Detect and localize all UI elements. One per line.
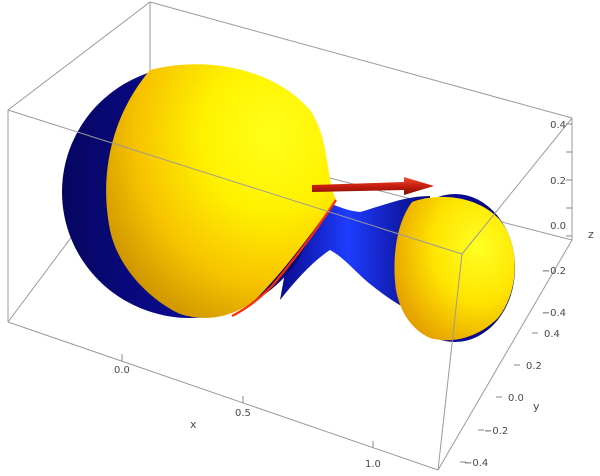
x-tick-label: 0.5 bbox=[235, 408, 251, 419]
z-tick-label: 0.0 bbox=[550, 221, 566, 232]
y-tick-label: −0.2 bbox=[484, 426, 508, 437]
z-tick-label: 0.4 bbox=[550, 120, 566, 131]
bounding-box-front bbox=[7, 109, 573, 471]
y-tick-label: 0.2 bbox=[526, 361, 542, 372]
z-tick-label: −0.4 bbox=[542, 308, 566, 319]
y-tick-label: 0.0 bbox=[508, 393, 524, 404]
big-bulb-outer-surface bbox=[106, 64, 336, 318]
small-bulb-outer-surface bbox=[394, 196, 515, 341]
y-tick-label: 0.4 bbox=[544, 329, 560, 340]
direction-arrow bbox=[312, 177, 434, 195]
z-axis: 0.4 0.2 0.0 −0.2 −0.4 z bbox=[542, 120, 594, 319]
x-axis-label: x bbox=[190, 418, 197, 431]
x-tick-label: 0.0 bbox=[114, 365, 130, 376]
x-tick-label: 1.0 bbox=[365, 459, 381, 470]
z-tick-label: −0.2 bbox=[542, 266, 566, 277]
y-tick-label: −0.4 bbox=[464, 458, 488, 469]
y-axis-label: y bbox=[533, 400, 540, 413]
z-axis-label: z bbox=[588, 228, 594, 241]
y-axis: 0.4 0.2 0.0 −0.2 −0.4 y bbox=[460, 329, 560, 469]
x-axis: 0.0 0.5 1.0 x bbox=[114, 354, 381, 470]
big-bulb-rim bbox=[231, 199, 337, 317]
z-tick-label: 0.2 bbox=[550, 176, 566, 187]
